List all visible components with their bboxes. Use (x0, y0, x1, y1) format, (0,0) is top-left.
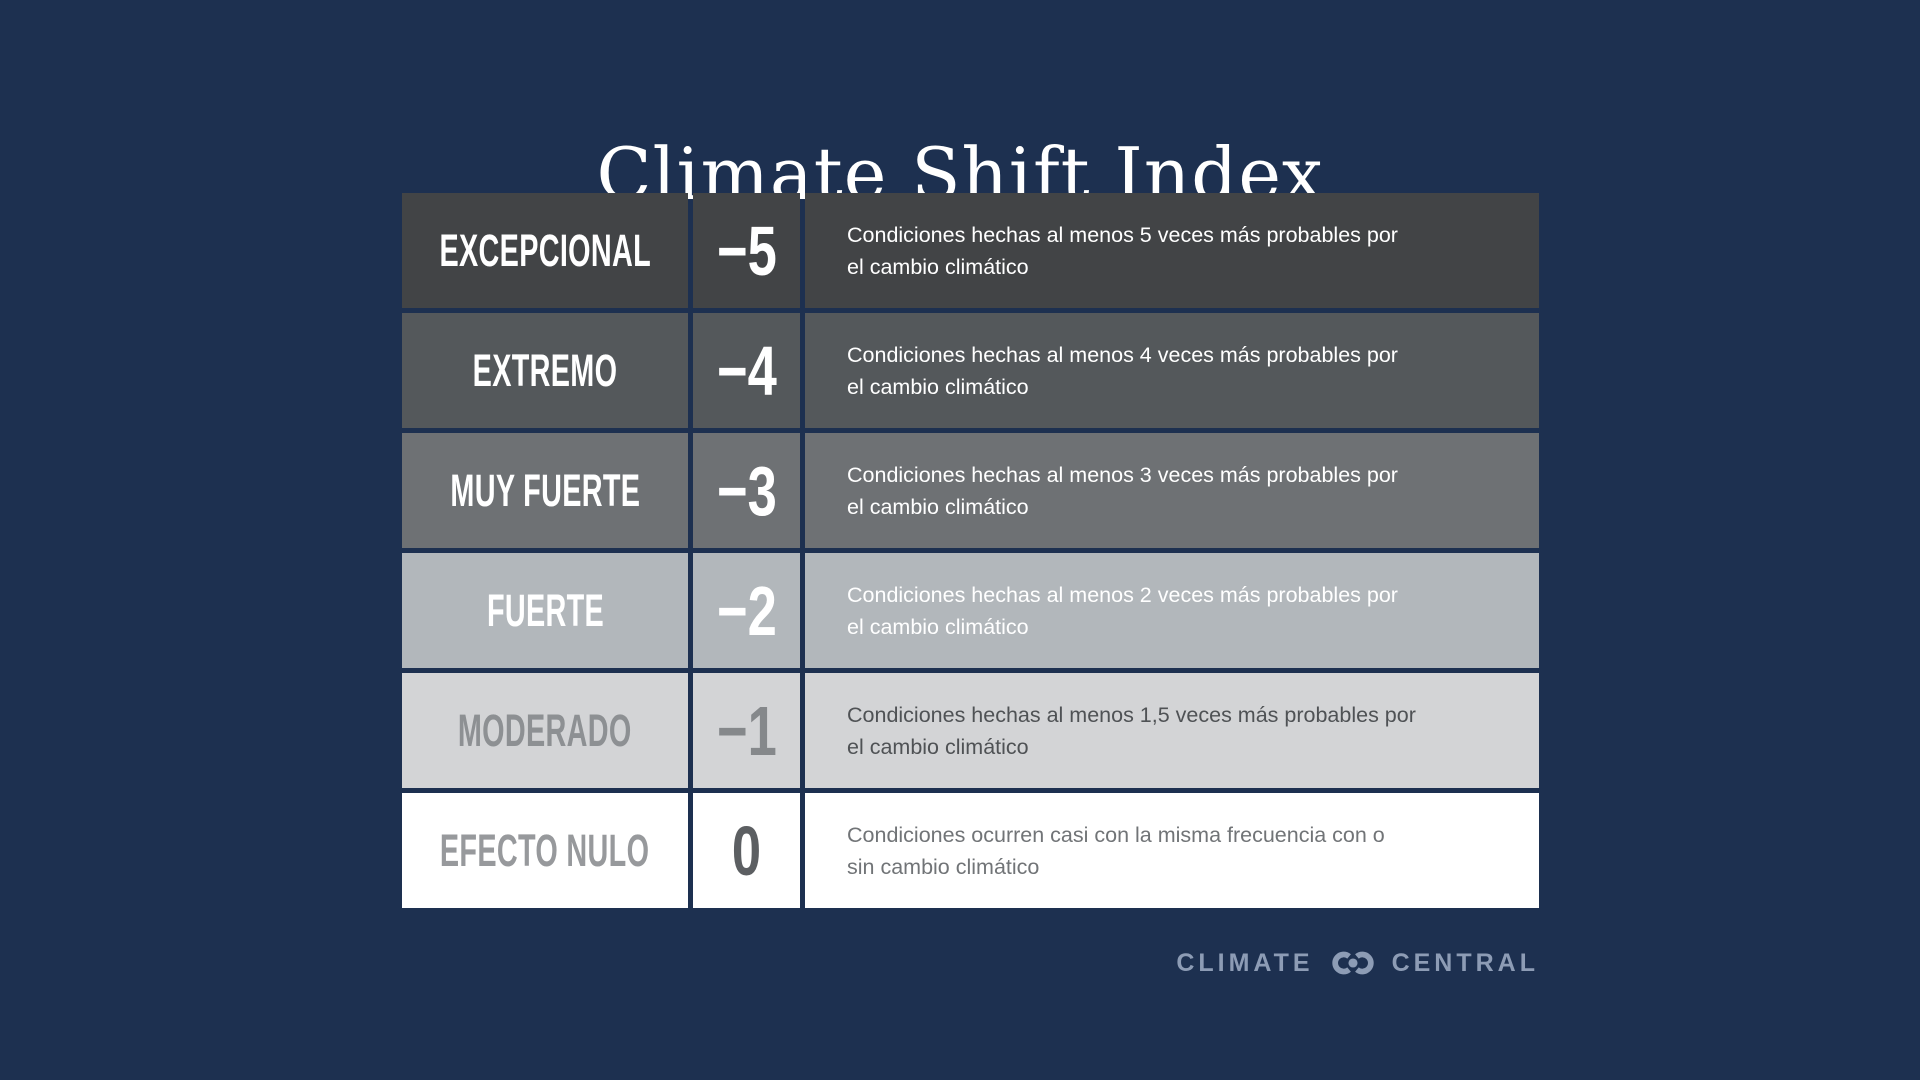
category-label: MUY FUERTE (450, 464, 640, 516)
description-cell: Condiciones hechas al menos 2 veces más … (805, 553, 1539, 668)
description-cell: Condiciones hechas al menos 5 veces más … (805, 193, 1539, 308)
logo-text-climate: CLIMATE (1176, 948, 1314, 977)
description-cell: Condiciones hechas al menos 3 veces más … (805, 433, 1539, 548)
category-label: EXCEPCIONAL (439, 224, 651, 276)
index-value-cell: −1 (693, 673, 800, 788)
climate-shift-index-table: EXCEPCIONAL −5 Condiciones hechas al men… (402, 193, 1539, 908)
index-value: −4 (716, 331, 777, 410)
index-value: −2 (716, 571, 777, 650)
climate-central-logo: CLIMATE CENTRAL (1176, 947, 1539, 979)
category-label: FUERTE (486, 584, 604, 636)
description-text: Condiciones hechas al menos 4 veces más … (847, 342, 1398, 399)
logo-text-central: CENTRAL (1391, 948, 1539, 977)
index-value: −1 (716, 691, 777, 770)
category-cell: MUY FUERTE (402, 433, 688, 548)
description-text: Condiciones hechas al menos 1,5 veces má… (847, 702, 1416, 759)
description-text: Condiciones hechas al menos 3 veces más … (847, 462, 1398, 519)
index-value-cell: −3 (693, 433, 800, 548)
category-cell: EFECTO NULO (402, 793, 688, 908)
category-label: EFECTO NULO (440, 824, 650, 876)
index-value-cell: −2 (693, 553, 800, 668)
index-value: −3 (716, 451, 777, 530)
description-cell: Condiciones ocurren casi con la misma fr… (805, 793, 1539, 908)
category-label: MODERADO (458, 704, 632, 756)
category-cell: EXTREMO (402, 313, 688, 428)
description-text: Condiciones hechas al menos 2 veces más … (847, 582, 1398, 639)
description-cell: Condiciones hechas al menos 1,5 veces má… (805, 673, 1539, 788)
index-value-cell: −4 (693, 313, 800, 428)
category-label: EXTREMO (472, 344, 618, 396)
description-text: Condiciones ocurren casi con la misma fr… (847, 822, 1385, 879)
description-text: Condiciones hechas al menos 5 veces más … (847, 222, 1398, 279)
index-value: −5 (716, 211, 777, 290)
description-cell: Condiciones hechas al menos 4 veces más … (805, 313, 1539, 428)
index-value: 0 (731, 811, 762, 890)
category-cell: FUERTE (402, 553, 688, 668)
index-value-cell: 0 (693, 793, 800, 908)
category-cell: EXCEPCIONAL (402, 193, 688, 308)
interlocked-rings-icon (1327, 947, 1379, 979)
index-value-cell: −5 (693, 193, 800, 308)
category-cell: MODERADO (402, 673, 688, 788)
